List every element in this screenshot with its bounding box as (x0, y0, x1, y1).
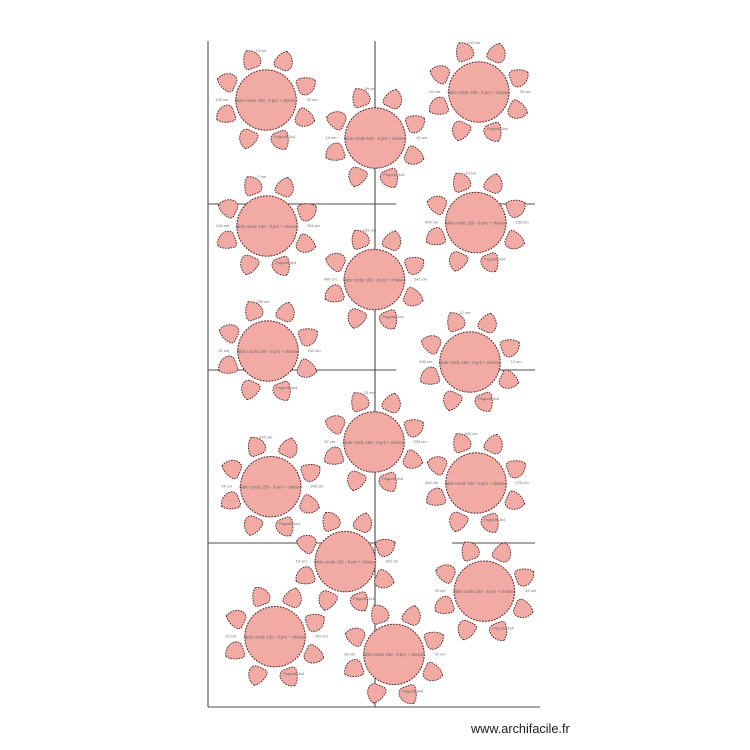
svg-text:89 cm: 89 cm (344, 651, 356, 656)
svg-text:table ronde 150 - 8 prs + chai: table ronde 150 - 8 prs + chaises (343, 277, 406, 282)
svg-text:Pagode 4x4: Pagode 4x4 (279, 521, 301, 526)
svg-text:275 cm: 275 cm (516, 480, 530, 485)
svg-text:table ronde 150 - 8 prs + chai: table ronde 150 - 8 prs + chaises (236, 224, 299, 229)
svg-text:Pagode 4x4: Pagode 4x4 (382, 314, 404, 319)
svg-text:57 cm: 57 cm (324, 439, 336, 444)
svg-text:233 cm: 233 cm (515, 220, 529, 225)
svg-text:table ronde 150 - 8 prs + chai: table ronde 150 - 8 prs + chaises (244, 635, 307, 640)
svg-text:33 cm: 33 cm (525, 588, 537, 593)
svg-text:29 cm: 29 cm (435, 588, 447, 593)
svg-text:Pagode 4x4: Pagode 4x4 (402, 689, 424, 694)
svg-text:233 cm: 233 cm (256, 299, 270, 304)
svg-text:Pagode 4x4: Pagode 4x4 (274, 134, 296, 139)
svg-text:17 cm: 17 cm (460, 310, 472, 315)
svg-text:233 cm: 233 cm (414, 439, 428, 444)
svg-text:400 cm: 400 cm (425, 480, 439, 485)
svg-text:211 cm: 211 cm (308, 348, 321, 353)
svg-text:table ronde 150 - 8 prs + chai: table ronde 150 - 8 prs + chaises (239, 485, 302, 490)
svg-text:Pagode 4x4: Pagode 4x4 (484, 257, 506, 262)
svg-text:table ronde 150 - 8 prs + chai: table ronde 150 - 8 prs + chaises (444, 220, 507, 225)
svg-text:242 cm: 242 cm (467, 40, 481, 45)
svg-text:Pagode 4x4: Pagode 4x4 (276, 385, 298, 390)
svg-text:23 cm: 23 cm (364, 390, 376, 395)
svg-text:Pagode 4x4: Pagode 4x4 (283, 671, 305, 676)
svg-text:242 cm: 242 cm (315, 634, 329, 639)
svg-text:400 cm: 400 cm (464, 431, 478, 436)
svg-text:table ronde 150 - 8 prs + chai: table ronde 150 - 8 prs + chaises (237, 349, 300, 354)
svg-text:22 cm: 22 cm (307, 97, 319, 102)
svg-text:125 cm: 125 cm (215, 97, 229, 102)
svg-text:12 cm: 12 cm (416, 135, 428, 140)
svg-text:table ronde 150 - 8 prs + chai: table ronde 150 - 8 prs + chaises (447, 90, 510, 95)
svg-text:7 cm: 7 cm (258, 174, 267, 179)
svg-text:Pagode 4x4: Pagode 4x4 (382, 476, 404, 481)
svg-text:33 cm: 33 cm (520, 89, 532, 94)
svg-text:17 cm: 17 cm (511, 359, 523, 364)
svg-text:132 cm: 132 cm (363, 227, 377, 232)
svg-text:table ronde 150 - 8 prs + chai: table ronde 150 - 8 prs + chaises (439, 360, 502, 365)
svg-text:10 cm: 10 cm (256, 48, 268, 53)
svg-text:125 cm: 125 cm (385, 559, 399, 564)
svg-text:table ronde 150 - 8 prs + chai: table ronde 150 - 8 prs + chaises (235, 98, 298, 103)
svg-text:table ronde 150 - 8 prs + chai: table ronde 150 - 8 prs + chaises (363, 652, 426, 657)
svg-text:242 cm: 242 cm (310, 484, 324, 489)
svg-text:242 cm: 242 cm (414, 277, 428, 282)
svg-text:29 cm: 29 cm (429, 89, 441, 94)
svg-text:10 cm: 10 cm (435, 651, 447, 656)
svg-text:10 cm: 10 cm (296, 559, 308, 564)
svg-text:Pagode 4x4: Pagode 4x4 (487, 126, 509, 131)
svg-text:Pagode 4x4: Pagode 4x4 (353, 596, 375, 601)
svg-text:14 cm: 14 cm (221, 484, 233, 489)
svg-text:22 cm: 22 cm (225, 634, 237, 639)
svg-text:table ronde 150 - 8 prs + chai: table ronde 150 - 8 prs + chaises (343, 440, 406, 445)
svg-text:table ronde 150 - 8 prs + chai: table ronde 150 - 8 prs + chaises (453, 589, 516, 594)
svg-text:89 cm: 89 cm (365, 86, 377, 91)
svg-text:400 cm: 400 cm (425, 220, 439, 225)
svg-text:91 cm: 91 cm (218, 348, 230, 353)
svg-text:Pagode 4x4: Pagode 4x4 (383, 172, 405, 177)
svg-text:400 cm: 400 cm (419, 359, 433, 364)
svg-text:233 cm: 233 cm (307, 223, 321, 228)
svg-text:Pagode 4x4: Pagode 4x4 (492, 625, 514, 630)
svg-text:table ronde 150 - 8 prs + chai: table ronde 150 - 8 prs + chaises (344, 136, 407, 141)
svg-text:23 cm: 23 cm (465, 170, 477, 175)
svg-text:400 cm: 400 cm (324, 277, 338, 282)
svg-text:10 cm: 10 cm (326, 135, 338, 140)
svg-text:table ronde 150 - 8 prs + chai: table ronde 150 - 8 prs + chaises (445, 481, 508, 486)
svg-text:Pagode 4x4: Pagode 4x4 (484, 517, 506, 522)
svg-text:Pagode 4x4: Pagode 4x4 (275, 260, 297, 265)
svg-text:242 cm: 242 cm (259, 435, 273, 440)
svg-text:www.archifacile.fr: www.archifacile.fr (470, 722, 570, 736)
svg-text:table ronde 150 - 8 prs + chai: table ronde 150 - 8 prs + chaises (314, 559, 377, 564)
svg-text:Pagode 4x4: Pagode 4x4 (478, 396, 500, 401)
svg-text:242 cm: 242 cm (216, 223, 230, 228)
